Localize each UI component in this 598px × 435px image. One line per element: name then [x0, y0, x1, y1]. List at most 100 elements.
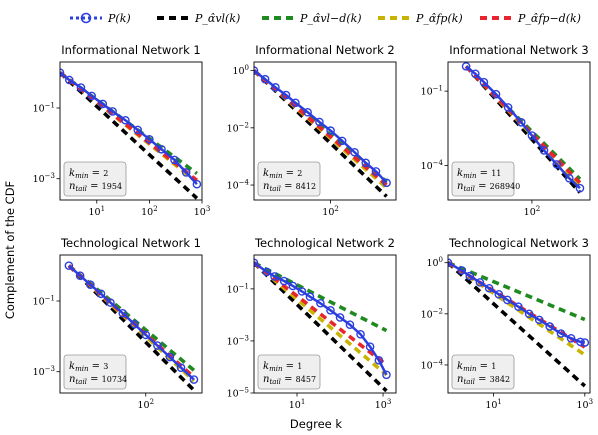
data-point	[479, 77, 489, 87]
y-tick-label: 10−3	[33, 172, 55, 185]
plot-frame	[447, 254, 591, 394]
series-empirical-line	[448, 261, 586, 344]
data-point	[576, 337, 585, 347]
x-tick-label: 102	[524, 205, 541, 218]
subplot: Informational Network 2 102 100 10−2 10−4 kmi…	[227, 43, 397, 218]
legend-label: P(k)	[107, 12, 131, 25]
subplot: Technological Network 2 101 103 10−1 10−3 10−…	[227, 236, 397, 411]
data-point	[503, 103, 513, 112]
data-point	[491, 89, 501, 99]
data-point	[64, 261, 74, 270]
x-tick-label: 102	[141, 205, 158, 218]
y-tick-label: 10−1	[33, 295, 55, 308]
data-point	[87, 91, 96, 101]
data-point	[262, 267, 272, 277]
legend-entry: P(k)	[70, 12, 131, 25]
data-point	[189, 375, 199, 384]
data-point	[350, 147, 359, 157]
data-point	[118, 308, 128, 318]
y-tick-label: 10−4	[421, 358, 444, 371]
subplot-title: Technological Network 2	[254, 236, 395, 250]
series-group	[254, 258, 391, 393]
data-point	[374, 356, 384, 365]
data-point	[345, 320, 355, 330]
data-point	[316, 298, 325, 308]
data-point	[516, 118, 526, 127]
series-vl-line	[60, 71, 199, 200]
data-point	[271, 83, 280, 92]
plot-frame	[253, 254, 397, 394]
series-vl-d-line	[448, 261, 586, 322]
subplot: Technological Network 3 101 103 100 10−2 10−4…	[421, 236, 594, 411]
data-point	[260, 74, 270, 84]
data-point	[181, 168, 191, 177]
data-point	[141, 330, 151, 340]
legend-entry: P_α̂fp−d(k)	[480, 12, 581, 25]
stats-box-bg	[63, 354, 127, 390]
y-tick-label: 10−1	[421, 85, 443, 98]
data-point	[153, 341, 162, 350]
y-tick-label: 10−3	[33, 365, 55, 378]
y-tick-label: 10−1	[227, 282, 249, 295]
kmin-label: kmin = 2	[263, 168, 302, 180]
data-point	[192, 179, 202, 189]
data-point	[465, 271, 475, 281]
data-point	[556, 329, 566, 338]
y-tick-label: 10−1	[33, 102, 55, 115]
data-point	[457, 266, 467, 275]
data-point	[566, 334, 576, 343]
data-point	[305, 292, 315, 302]
data-point	[326, 306, 335, 315]
data-point	[76, 83, 86, 92]
x-tick-label: 101	[289, 398, 306, 411]
y-tick-label: 10−4	[227, 179, 250, 192]
series-vl-line	[254, 261, 388, 393]
data-point	[534, 315, 544, 325]
data-point	[335, 313, 345, 322]
data-point	[254, 258, 259, 268]
data-point	[337, 136, 347, 146]
data-point	[303, 107, 312, 117]
legend-marker	[80, 12, 92, 24]
data-point	[291, 98, 300, 108]
subplot-title: Informational Network 3	[449, 43, 588, 57]
data-point	[371, 167, 381, 176]
legend-label: P_α̂fp(k)	[415, 12, 463, 25]
data-point	[96, 289, 106, 299]
data-point	[361, 158, 371, 168]
data-point	[270, 272, 279, 281]
legend-label: P_α̂fp−d(k)	[517, 12, 581, 25]
subplot-title: Technological Network 3	[448, 236, 589, 250]
data-point	[86, 280, 95, 289]
y-tick-label: 10−2	[421, 307, 443, 320]
plot-frame	[447, 61, 591, 201]
kmin-label: kmin = 2	[69, 168, 108, 180]
data-point	[356, 329, 365, 339]
y-tick-label: 100	[232, 64, 249, 77]
kmin-label: kmin = 1	[457, 361, 496, 373]
data-point	[106, 298, 115, 307]
data-point	[75, 271, 85, 280]
data-point	[326, 126, 335, 135]
y-tick-label: 10−3	[227, 334, 249, 347]
x-tick-label: 102	[137, 398, 154, 411]
series-fp-d-line	[254, 261, 388, 367]
data-point	[382, 370, 391, 380]
data-point	[461, 62, 471, 71]
subplot: Informational Network 3 102 10−1 10−4 kmin =…	[421, 43, 591, 218]
stats-box-bg	[257, 354, 321, 390]
subplot: Informational Network 1 101 102 103 10−1 10−3…	[33, 43, 211, 218]
stats-box-bg	[451, 354, 515, 390]
x-tick-label: 103	[375, 398, 392, 411]
series-group	[64, 261, 199, 392]
data-point	[297, 287, 307, 296]
kmin-label: kmin = 3	[69, 361, 108, 373]
data-point	[133, 125, 143, 135]
data-point	[254, 66, 259, 75]
legend-entry: P_α̂fp(k)	[378, 12, 463, 25]
